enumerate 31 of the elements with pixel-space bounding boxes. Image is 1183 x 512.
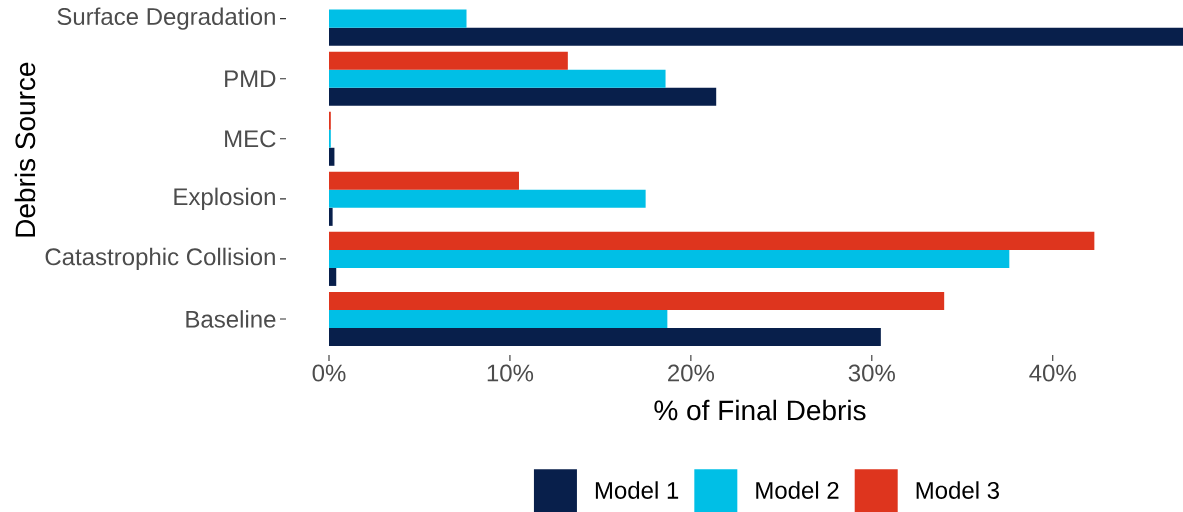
bar [329,9,467,28]
x-tick-label: 10% [487,364,534,382]
bar [329,249,1010,268]
bar [329,207,333,226]
y-tick-label: Catastrophic Collision [45,247,275,271]
legend-label: Model 2 [756,481,839,499]
y-tick-label: Surface Degradation [57,7,275,30]
x-tick-label: 30% [848,364,895,382]
bar [329,171,519,190]
bar [329,309,668,328]
bar [329,87,717,106]
bar [329,267,337,286]
x-tick-label: 40% [1029,364,1076,382]
bar [329,189,646,208]
legend-label: Model 3 [916,481,999,499]
y-tick-label: MEC [225,130,276,148]
y-tick-label: Baseline [186,310,276,328]
x-axis-title: % of Final Debris [654,399,866,421]
bar [329,231,1095,250]
bar [329,291,945,310]
y-tick-label: Explosion [174,187,275,211]
bar [329,327,881,346]
x-tick-label: 0% [312,364,346,382]
bar [329,27,1183,46]
x-tick-label: 20% [668,364,715,382]
legend-label: Model 1 [595,481,679,499]
y-axis-title: Debris Source [14,62,36,237]
y-tick-label: PMD [225,70,276,87]
bar [329,69,666,88]
bar [329,147,335,166]
bar [329,51,568,70]
